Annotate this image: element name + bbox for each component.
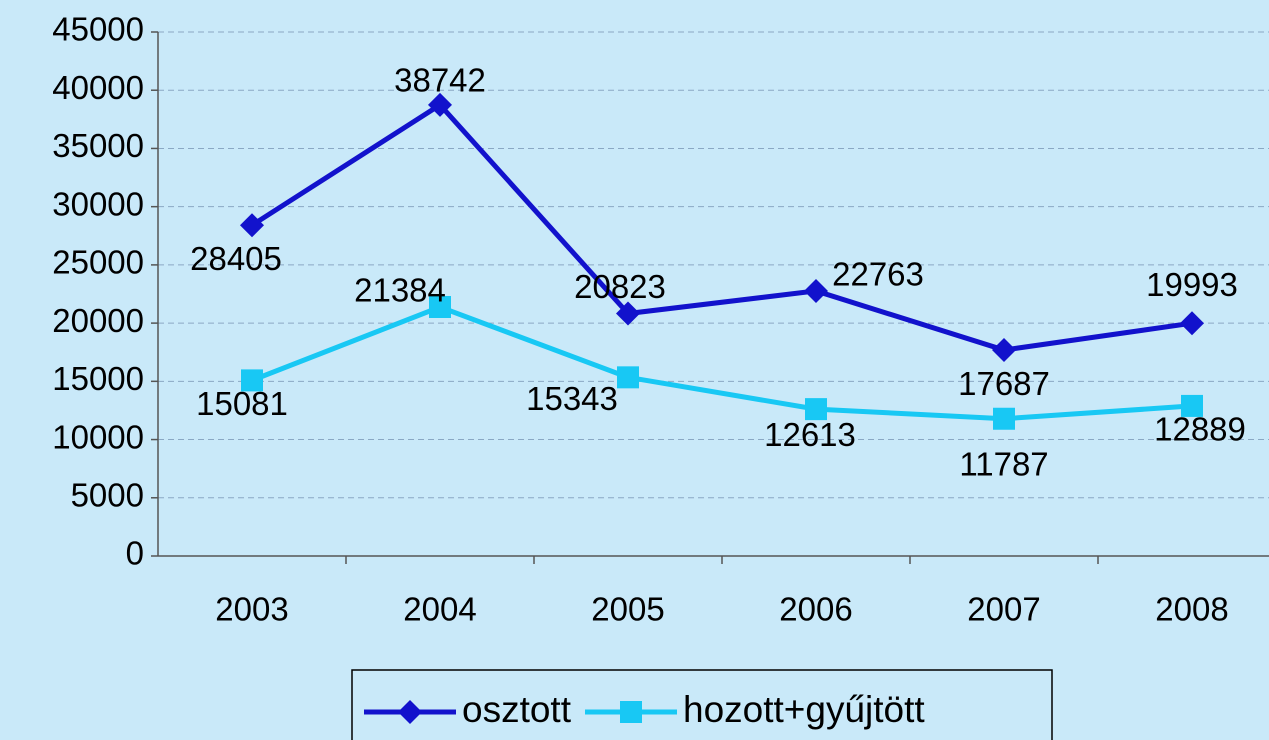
marker: [616, 301, 640, 326]
x-tick-label: 2004: [403, 591, 476, 628]
marker: [620, 701, 642, 723]
marker: [240, 213, 264, 238]
legend-label: osztott: [462, 689, 572, 730]
x-tick-label: 2007: [967, 591, 1040, 628]
y-tick-label: 30000: [52, 185, 144, 222]
marker: [805, 398, 827, 421]
data-label: 28405: [190, 240, 282, 277]
y-tick-label: 20000: [52, 302, 144, 339]
y-tick-label: 35000: [52, 127, 144, 164]
data-label: 15343: [526, 380, 618, 417]
data-label: 19993: [1146, 266, 1238, 303]
x-tick-label: 2005: [591, 591, 664, 628]
data-label: 12889: [1154, 411, 1246, 448]
legend-label: hozott+gyűjtött: [683, 689, 925, 730]
y-tick-label: 25000: [52, 244, 144, 281]
data-label: 20823: [574, 268, 666, 305]
marker: [617, 366, 639, 389]
marker: [993, 407, 1015, 430]
y-tick-label: 40000: [52, 69, 144, 106]
data-label: 17687: [958, 365, 1050, 402]
marker: [429, 295, 451, 318]
marker: [241, 369, 263, 392]
data-label: 12613: [764, 416, 856, 453]
data-label: 11787: [959, 445, 1048, 482]
marker: [1181, 394, 1203, 417]
data-label: 15081: [196, 385, 288, 422]
x-tick-label: 2008: [1155, 591, 1228, 628]
y-tick-label: 10000: [52, 418, 144, 455]
line: [251, 304, 1193, 422]
y-tick-label: 15000: [52, 360, 144, 397]
y-tick-label: 5000: [71, 476, 144, 513]
data-label: 21384: [354, 272, 446, 309]
marker: [1180, 311, 1204, 336]
y-tick-label: 45000: [52, 11, 144, 48]
marker: [992, 338, 1016, 363]
x-tick-label: 2003: [215, 591, 288, 628]
line: [250, 101, 1193, 353]
y-tick-label: 0: [126, 535, 144, 572]
legend: osztott hozott+gyűjtött: [351, 669, 1053, 740]
marker: [398, 700, 422, 724]
x-tick-label: 2006: [779, 591, 852, 628]
legend-box: [351, 669, 1053, 740]
marker: [428, 92, 452, 117]
data-label: 22763: [832, 256, 924, 293]
data-label: 38742: [394, 62, 486, 99]
marker: [804, 278, 828, 303]
